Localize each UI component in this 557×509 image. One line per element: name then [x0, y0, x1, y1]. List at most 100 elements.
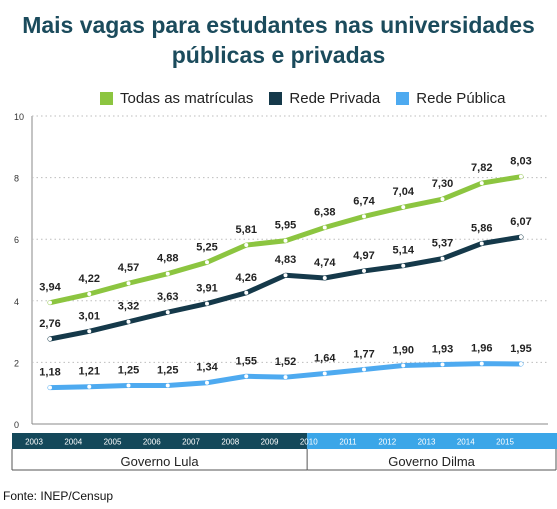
data-label: 7,82	[471, 162, 492, 174]
x-tick-label: 2004	[64, 438, 82, 447]
legend-item-private: Rede Privada	[269, 90, 380, 107]
x-tick-label: 2007	[182, 438, 200, 447]
data-point	[126, 319, 131, 324]
chart-title: Mais vagas para estudantes nas universid…	[22, 12, 535, 68]
data-label: 3,63	[157, 291, 178, 303]
data-point	[48, 385, 52, 390]
x-tick-label: 2010	[300, 438, 318, 447]
data-point	[87, 292, 92, 297]
data-label: 4,74	[314, 257, 336, 269]
x-tick-label: 2008	[221, 438, 239, 447]
data-label: 1,90	[393, 344, 414, 356]
data-point	[440, 197, 445, 202]
data-label: 1,96	[471, 343, 492, 355]
x-tick-label: 2003	[25, 438, 43, 447]
x-tick-label: 2006	[143, 438, 161, 447]
data-point	[126, 281, 131, 286]
data-point	[244, 290, 249, 295]
legend-item-total: Todas as matrículas	[100, 90, 253, 107]
data-label: 8,03	[510, 156, 531, 168]
x-tick-label: 2012	[378, 438, 396, 447]
data-point	[322, 225, 327, 230]
data-point	[165, 310, 170, 315]
data-label: 4,97	[353, 250, 374, 262]
data-label: 7,30	[432, 178, 453, 190]
data-point	[479, 241, 484, 246]
data-label: 4,26	[236, 272, 257, 284]
period-label-dilma: Governo Dilma	[388, 454, 475, 469]
legend: Todas as matrículas Rede Privada Rede Pú…	[100, 88, 506, 108]
y-tick-label: 0	[14, 420, 19, 430]
legend-label-total: Todas as matrículas	[120, 89, 254, 107]
data-label: 1,64	[314, 352, 336, 364]
data-point	[401, 263, 406, 268]
data-point	[165, 383, 170, 388]
data-point	[479, 361, 484, 366]
data-label: 3,01	[79, 310, 100, 322]
data-label: 4,22	[79, 273, 100, 285]
data-point	[283, 375, 288, 380]
data-label: 1,95	[510, 343, 531, 355]
y-tick-label: 8	[14, 174, 19, 184]
data-point	[440, 362, 445, 367]
data-label: 3,91	[196, 283, 217, 295]
x-tick-label: 2005	[104, 438, 122, 447]
data-point	[205, 301, 209, 306]
data-label: 6,38	[314, 206, 335, 218]
legend-label-private: Rede Privada	[289, 89, 381, 107]
y-tick-label: 4	[14, 297, 19, 307]
data-label: 5,37	[432, 238, 453, 250]
data-label: 4,88	[157, 253, 178, 265]
data-point	[401, 205, 406, 210]
data-point	[126, 383, 131, 388]
data-label: 1,25	[118, 365, 139, 377]
data-label: 1,52	[275, 356, 296, 368]
data-point	[362, 214, 366, 219]
data-label: 5,14	[393, 245, 415, 257]
data-label: 1,55	[236, 355, 257, 367]
data-label: 5,95	[275, 220, 296, 232]
data-point	[48, 300, 52, 305]
series-line	[47, 234, 524, 342]
source-note: Fonte: INEP/Censup	[3, 489, 114, 503]
data-point	[244, 243, 249, 248]
data-point	[479, 181, 484, 186]
legend-label-public: Rede Pública	[416, 89, 506, 107]
data-label: 3,32	[118, 301, 139, 313]
data-point	[283, 238, 288, 243]
data-point	[283, 273, 288, 278]
data-label: 5,86	[471, 223, 492, 235]
year-band-lula	[12, 433, 308, 449]
data-label: 7,04	[393, 186, 415, 198]
data-point	[205, 260, 209, 265]
data-point	[244, 374, 249, 379]
data-label: 4,57	[118, 262, 139, 274]
data-point	[165, 271, 170, 276]
data-label: 1,18	[39, 367, 60, 379]
data-label: 1,77	[353, 348, 374, 360]
data-point	[362, 367, 366, 372]
data-label: 5,81	[236, 224, 257, 236]
data-label: 1,34	[196, 362, 218, 374]
legend-swatch-public	[396, 91, 410, 105]
data-point	[440, 256, 445, 261]
data-point	[519, 361, 523, 366]
x-tick-label: 2014	[457, 438, 475, 447]
y-tick-label: 6	[14, 235, 19, 245]
legend-swatch-total	[100, 91, 113, 105]
data-label: 1,21	[79, 366, 100, 378]
year-band-dilma	[307, 433, 557, 449]
data-label: 4,83	[275, 254, 296, 266]
data-point	[322, 276, 327, 281]
data-point	[87, 329, 92, 334]
period-label-lula: Governo Lula	[121, 454, 200, 469]
legend-swatch-private	[269, 91, 283, 105]
data-point	[362, 268, 366, 273]
y-tick-label: 2	[14, 358, 19, 368]
data-label: 5,25	[196, 241, 217, 253]
data-point	[205, 380, 209, 385]
data-point	[322, 371, 327, 376]
x-tick-label: 2011	[339, 438, 357, 447]
data-label: 1,93	[432, 344, 453, 356]
x-tick-label: 2013	[418, 438, 436, 447]
